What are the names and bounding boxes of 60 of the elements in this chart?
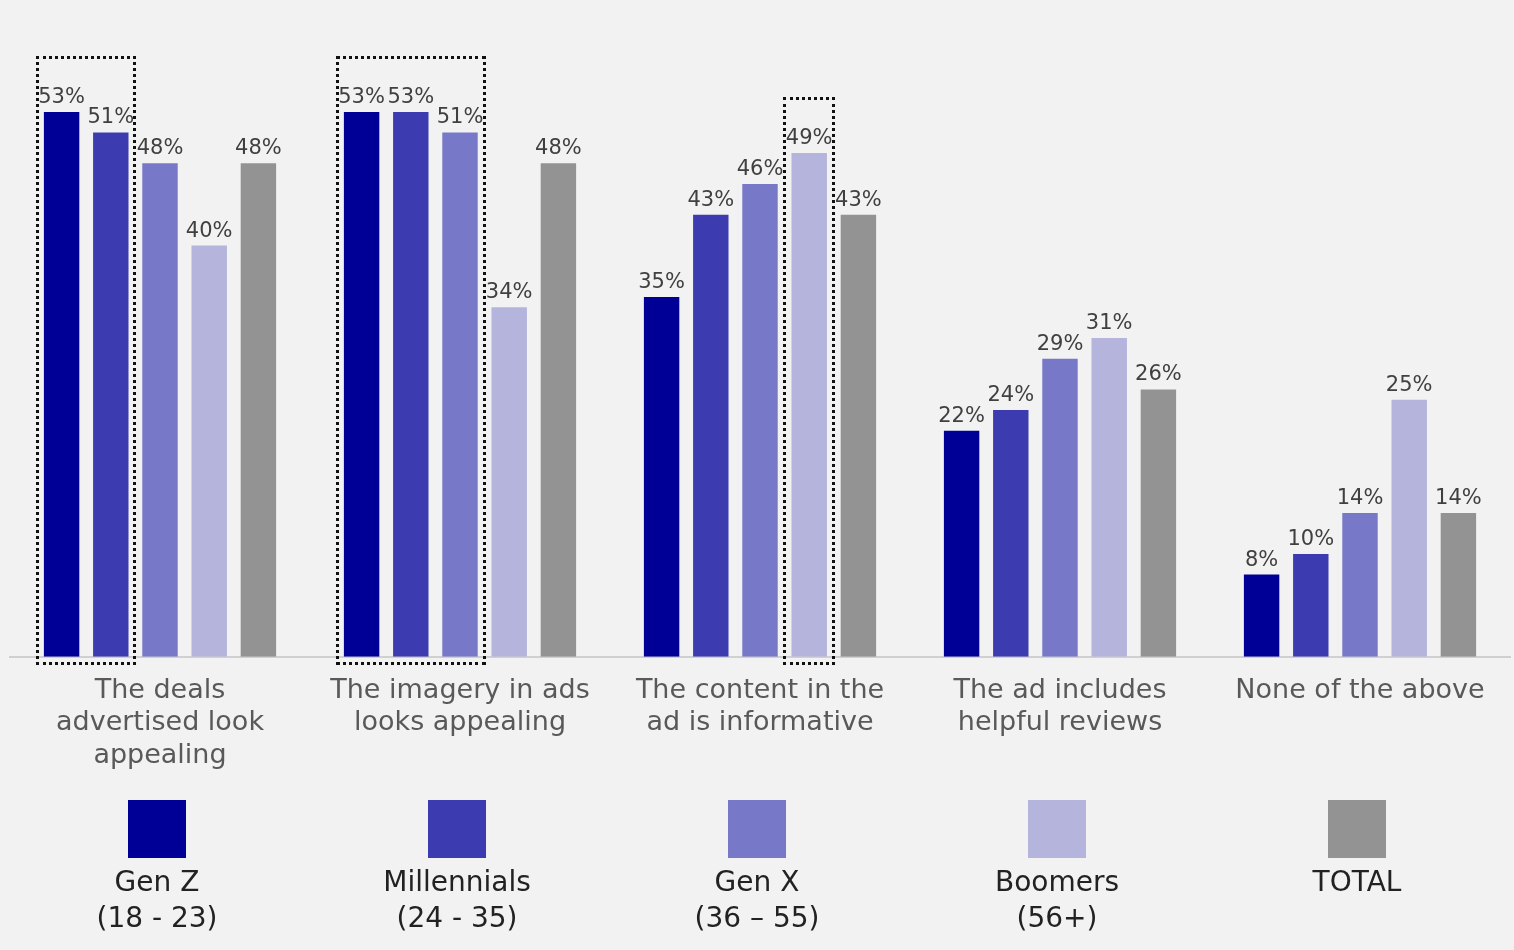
data-label: 10%	[1287, 525, 1335, 550]
x-tick-label: None of the above	[1235, 673, 1485, 705]
bar	[1091, 338, 1127, 657]
data-label: 14%	[1435, 484, 1482, 509]
data-label: 53%	[387, 83, 435, 108]
data-label: 25%	[1385, 371, 1433, 396]
x-tick-label: The ad includes helpful reviews	[952, 673, 1167, 737]
data-label: 53%	[338, 83, 385, 108]
bar	[791, 153, 827, 657]
legend-label: Gen Z (18 - 23)	[96, 864, 218, 936]
bar	[1391, 399, 1427, 657]
bar	[43, 111, 80, 657]
data-label: 24%	[987, 382, 1035, 407]
bar	[693, 214, 729, 657]
bar	[93, 132, 129, 657]
bar	[1042, 358, 1078, 657]
x-tick-label: The content in the ad is informative	[634, 673, 885, 737]
data-label: 48%	[136, 135, 184, 160]
bar	[240, 163, 277, 657]
x-tick-label: The imagery in ads looks appealing	[329, 673, 590, 737]
data-label: 46%	[736, 155, 784, 180]
data-label: 40%	[185, 217, 233, 242]
data-label: 8%	[1244, 546, 1279, 571]
data-label: 49%	[785, 125, 833, 150]
bar	[142, 163, 178, 657]
bar	[1440, 512, 1477, 657]
bar	[343, 111, 380, 657]
legend-label: Boomers (56+)	[994, 864, 1120, 936]
data-label: 31%	[1085, 310, 1133, 335]
bar	[742, 183, 778, 657]
data-label: 22%	[938, 402, 985, 427]
x-tick-label: The deals advertised look appealing	[55, 673, 265, 769]
legend-label: Gen X (36 – 55)	[694, 864, 820, 936]
bar	[491, 307, 527, 657]
bar	[643, 297, 680, 657]
bar	[442, 132, 478, 657]
data-label: 51%	[87, 104, 135, 129]
data-label: 14%	[1336, 484, 1384, 509]
data-label: 43%	[835, 186, 882, 211]
bar	[393, 111, 429, 657]
data-label: 34%	[485, 279, 533, 304]
data-label: 48%	[535, 135, 582, 160]
bar	[1342, 512, 1378, 657]
bar	[993, 410, 1029, 657]
legend-label: Millennials (24 - 35)	[383, 864, 531, 936]
bar	[191, 245, 227, 657]
bar	[540, 163, 577, 657]
legend-label: TOTAL	[1312, 864, 1402, 900]
bar	[1140, 389, 1177, 657]
bar	[943, 430, 980, 657]
data-label: 53%	[38, 83, 85, 108]
bar	[1243, 574, 1280, 657]
data-label: 48%	[235, 135, 282, 160]
data-label: 51%	[436, 104, 484, 129]
data-label: 29%	[1036, 330, 1084, 355]
data-label: 43%	[687, 186, 735, 211]
bar	[1293, 554, 1329, 657]
data-label: 35%	[638, 268, 685, 293]
bar	[840, 214, 877, 657]
data-label: 26%	[1135, 361, 1182, 386]
